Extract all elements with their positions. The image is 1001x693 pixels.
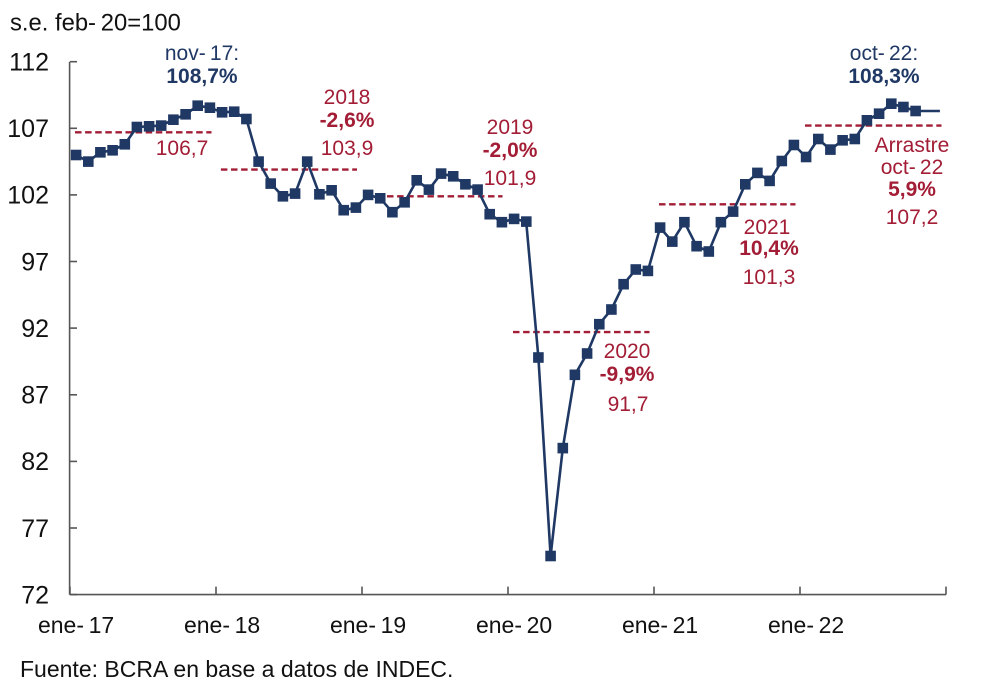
svg-text:101,9: 101,9 [484,167,537,190]
svg-text:72: 72 [21,581,49,609]
svg-text:ene- 18: ene- 18 [184,612,260,638]
svg-text:2018: 2018 [324,86,371,109]
svg-text:2020: 2020 [604,340,651,363]
svg-text:107,2: 107,2 [886,206,939,229]
svg-text:ene- 22: ene- 22 [768,612,844,638]
svg-text:103,9: 103,9 [321,137,374,160]
svg-text:oct- 22: oct- 22 [881,156,944,179]
svg-text:2021: 2021 [744,216,791,239]
svg-text:2019: 2019 [487,116,534,139]
svg-text:106,7: 106,7 [156,137,209,160]
svg-text:5,9%: 5,9% [888,178,936,201]
svg-text:-9,9%: -9,9% [600,363,655,386]
svg-text:nov- 17:: nov- 17: [165,42,239,65]
svg-text:-2,6%: -2,6% [320,109,375,132]
svg-text:102: 102 [7,182,49,210]
svg-text:108,3%: 108,3% [848,65,920,88]
svg-text:oct- 22:: oct- 22: [850,42,918,65]
svg-text:87: 87 [21,382,49,410]
svg-text:101,3: 101,3 [743,266,796,289]
svg-text:ene- 21: ene- 21 [622,612,698,638]
svg-text:108,7%: 108,7% [166,65,238,88]
svg-text:Arrastre: Arrastre [875,134,950,157]
svg-text:112: 112 [9,49,49,77]
svg-text:Fuente: BCRA en base a datos d: Fuente: BCRA en base a datos de INDEC. [20,656,453,682]
svg-text:82: 82 [21,448,49,476]
svg-text:107: 107 [7,115,49,143]
svg-text:10,4%: 10,4% [739,237,799,260]
svg-text:91,7: 91,7 [608,393,649,416]
svg-text:92: 92 [21,315,49,343]
svg-text:ene- 17: ene- 17 [38,612,114,638]
svg-text:ene- 20: ene- 20 [476,612,552,638]
svg-text:97: 97 [21,248,49,276]
svg-text:-2,0%: -2,0% [483,139,538,162]
svg-text:ene- 19: ene- 19 [330,612,406,638]
svg-text:s.e. feb- 20=100: s.e. feb- 20=100 [10,10,181,37]
svg-text:77: 77 [21,515,49,543]
